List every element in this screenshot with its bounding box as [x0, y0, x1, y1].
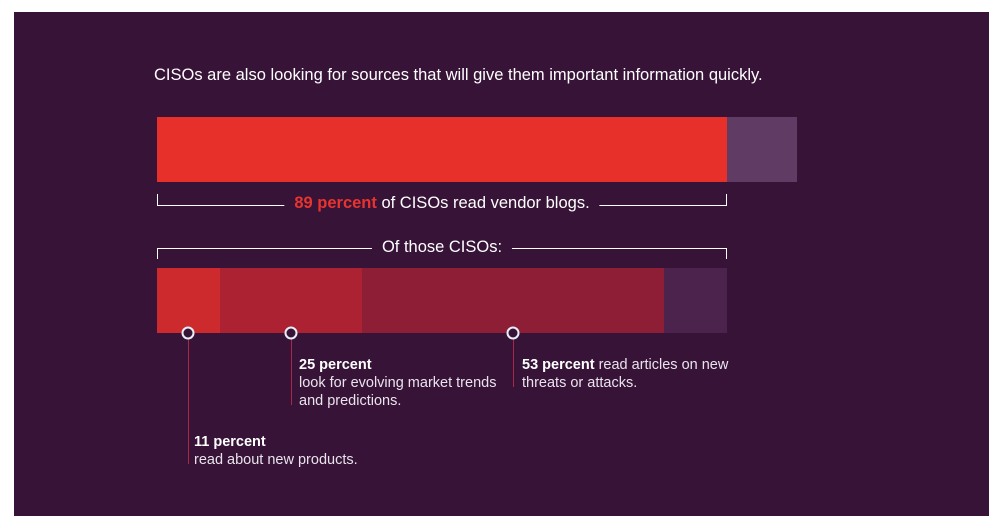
products-segment: [157, 268, 220, 333]
trends-marker: [284, 326, 298, 340]
blog-caption-text: of CISOs read vendor blogs.: [376, 194, 590, 212]
threats-segment: [362, 268, 664, 333]
headline: CISOs are also looking for sources that …: [154, 66, 763, 84]
trends-segment: [220, 268, 362, 333]
blog-bar-caption: 89 percent of CISOs read vendor blogs.: [284, 194, 600, 213]
blog-percent-value: 89 percent: [294, 194, 377, 212]
trends-text: look for evolving market trends and pred…: [299, 375, 497, 409]
products-percent: 11 percent: [194, 434, 266, 450]
trends-annotation: 25 percent look for evolving market tren…: [299, 356, 504, 410]
threats-leader-line: [513, 333, 514, 387]
threats-percent: 53 percent: [522, 357, 595, 373]
products-marker: [181, 326, 195, 340]
remaining-segment: [664, 268, 727, 333]
threats-marker: [506, 326, 520, 340]
infographic-panel: [14, 12, 989, 516]
threats-annotation: 53 percent read articles on new threats …: [522, 356, 737, 392]
products-leader-line: [188, 333, 189, 464]
blog-readers-segment: [157, 117, 727, 182]
products-annotation: 11 percent read about new products.: [194, 433, 434, 469]
non-blog-readers-segment: [727, 117, 797, 182]
threats-text: read articles on new threats or attacks.: [522, 357, 729, 391]
products-text: read about new products.: [194, 452, 358, 468]
subgroup-caption: Of those CISOs:: [371, 238, 513, 257]
trends-percent: 25 percent: [299, 357, 372, 373]
trends-leader-line: [291, 333, 292, 405]
